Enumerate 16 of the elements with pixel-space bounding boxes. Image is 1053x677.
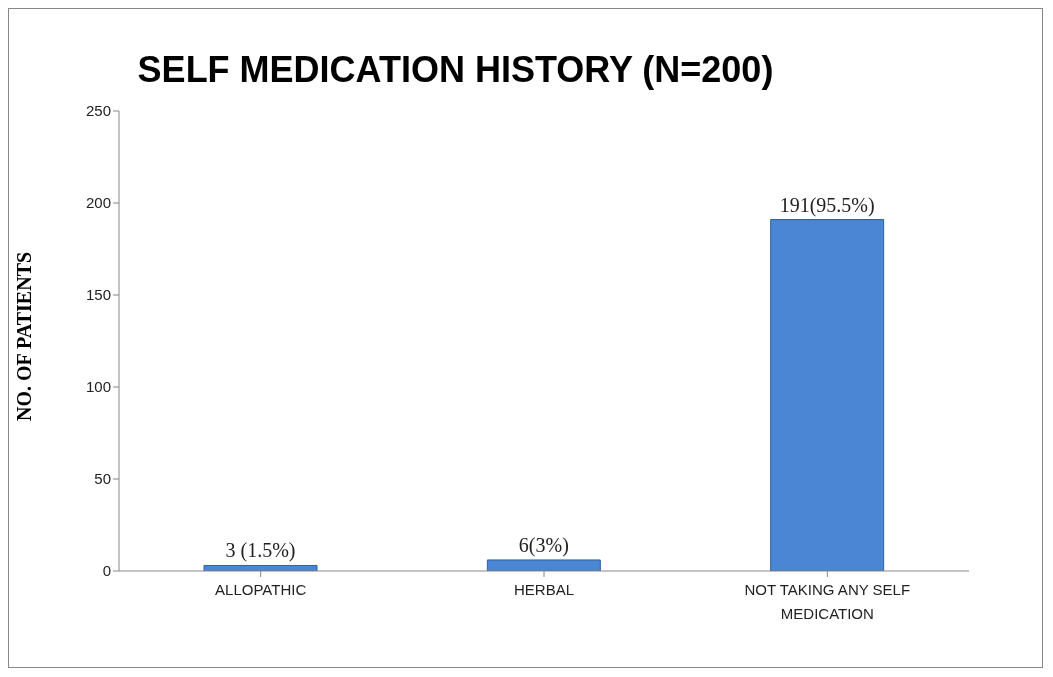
x-tick-label: HERBAL bbox=[513, 581, 575, 598]
y-tick-label: 150 bbox=[85, 286, 111, 304]
y-tick-label: 50 bbox=[94, 470, 111, 488]
data-label: 3 (1.5%) bbox=[225, 539, 296, 563]
bar bbox=[770, 219, 885, 571]
data-label: 191(95.5%) bbox=[779, 193, 875, 217]
bar bbox=[486, 559, 601, 571]
x-tick-label: NOT TAKING ANY SELF MEDICATION bbox=[744, 581, 911, 622]
x-tick-label: ALLOPATHIC bbox=[215, 581, 307, 598]
chart-title: SELF MEDICATION HISTORY (N=200) bbox=[136, 48, 775, 91]
data-label: 6(3%) bbox=[518, 533, 569, 557]
y-axis-title: NO. OF PATIENTS bbox=[13, 251, 36, 421]
y-tick-label: 0 bbox=[102, 562, 111, 580]
y-tick-label: 200 bbox=[85, 194, 111, 212]
y-tick-label: 250 bbox=[85, 102, 111, 120]
y-tick-label: 100 bbox=[85, 378, 111, 396]
